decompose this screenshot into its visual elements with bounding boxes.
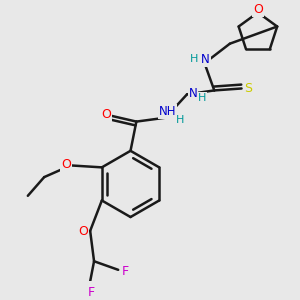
Text: N: N xyxy=(201,53,210,66)
Text: H: H xyxy=(189,54,198,64)
Text: N: N xyxy=(188,87,197,100)
Text: F: F xyxy=(122,265,129,278)
Text: H: H xyxy=(198,93,206,103)
Text: F: F xyxy=(88,286,95,299)
Text: NH: NH xyxy=(159,105,176,119)
Text: H: H xyxy=(176,115,184,124)
Text: O: O xyxy=(61,158,71,171)
Text: O: O xyxy=(101,109,111,122)
Text: S: S xyxy=(244,82,253,95)
Text: O: O xyxy=(253,3,263,16)
Text: O: O xyxy=(78,225,88,238)
